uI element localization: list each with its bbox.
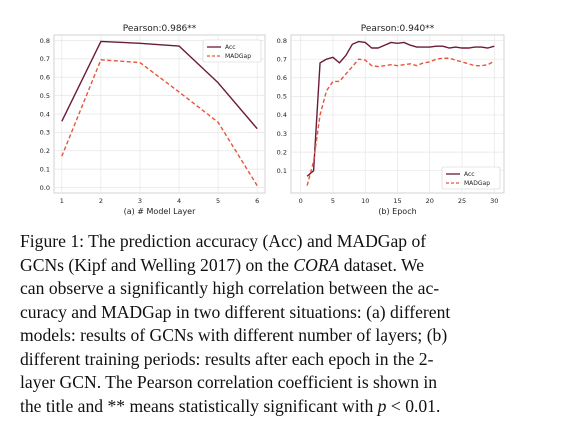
- x-tick-label: 5: [331, 197, 335, 205]
- caption-line: The prediction accuracy (Acc) and MADGap…: [88, 231, 427, 251]
- chart-a-model-layer: 0.0 0.1 0.2 0.3 0.4 0.5 0.6 0.7 0.8 1 2 3 4 5 6 Pearson…: [40, 24, 266, 216]
- y-tick-label: 0.7: [40, 55, 50, 63]
- x-tick-label: 2: [99, 197, 103, 205]
- caption-line: GCNs (Kipf and Welling 2017) on the: [20, 254, 294, 275]
- y-tick-label: 0.4: [40, 110, 50, 118]
- caption-line: dataset. We: [339, 254, 425, 275]
- caption-line: < 0.01.: [386, 395, 441, 416]
- x-tick-label: 0: [299, 197, 303, 205]
- x-tick-label: 1: [60, 197, 64, 205]
- series-line-madgap: [306, 57, 495, 186]
- x-tick-label: 3: [138, 197, 142, 205]
- y-tick-label: 0.0: [40, 184, 50, 192]
- x-tick-label: 30: [490, 197, 498, 205]
- y-tick-label: 0.8: [277, 37, 287, 45]
- x-axis-label: (a) # Model Layer: [124, 207, 197, 216]
- y-tick-label: 0.5: [277, 93, 287, 101]
- caption-line: can observe a significantly high correla…: [20, 278, 440, 298]
- x-tick-label: 4: [177, 197, 181, 205]
- x-tick-label: 5: [216, 197, 220, 205]
- caption-line: different training periods: results afte…: [20, 348, 434, 369]
- y-tick-label: 0.5: [40, 92, 50, 100]
- chart-title: Pearson:0.940**: [361, 24, 435, 34]
- y-tick-label: 0.8: [40, 37, 50, 45]
- legend-label-acc: Acc: [225, 44, 236, 51]
- chart-title: Pearson:0.986**: [123, 24, 197, 34]
- y-tick-label: 0.6: [40, 74, 50, 82]
- y-tick-label: 0.2: [277, 148, 287, 156]
- legend-label-acc: Acc: [464, 171, 475, 178]
- chart-b-epoch: 0.1 0.2 0.3 0.4 0.5 0.6 0.7 0.8 0 5 10 15 20 25 30 Pear…: [277, 24, 505, 216]
- x-tick-label: 6: [255, 197, 259, 205]
- caption-line: curacy and MADGap in two different situa…: [20, 301, 451, 322]
- y-tick-label: 0.1: [40, 165, 50, 173]
- series-line-madgap: [61, 59, 258, 187]
- y-tick-label: 0.6: [277, 74, 287, 82]
- caption-label: Figure 1:: [20, 231, 85, 251]
- caption-line: the title and ** means statistically sig…: [20, 395, 378, 416]
- x-tick-label: 15: [393, 197, 401, 205]
- x-tick-label: 20: [426, 197, 434, 205]
- y-tick-label: 0.3: [40, 129, 50, 137]
- x-axis-label: (b) Epoch: [378, 207, 416, 216]
- series-line-acc: [306, 40, 495, 177]
- caption-line: layer GCN. The Pearson correlation coeff…: [20, 372, 438, 392]
- figure-caption: Figure 1: The prediction accuracy (Acc) …: [20, 230, 551, 418]
- caption-p-symbol: p: [377, 395, 387, 416]
- legend-label-madgap: MADGap: [464, 180, 490, 187]
- series-line-acc: [61, 40, 258, 130]
- caption-dataset-name: CORA: [293, 254, 340, 275]
- y-tick-label: 0.2: [40, 147, 50, 155]
- y-tick-label: 0.3: [277, 130, 287, 138]
- y-tick-label: 0.4: [277, 111, 287, 119]
- legend-label-madgap: MADGap: [225, 53, 251, 60]
- y-tick-label: 0.7: [277, 55, 287, 63]
- caption-line: models: results of GCNs with different n…: [20, 325, 448, 345]
- y-tick-label: 0.1: [277, 167, 287, 175]
- x-tick-label: 25: [458, 197, 466, 205]
- x-tick-label: 10: [361, 197, 369, 205]
